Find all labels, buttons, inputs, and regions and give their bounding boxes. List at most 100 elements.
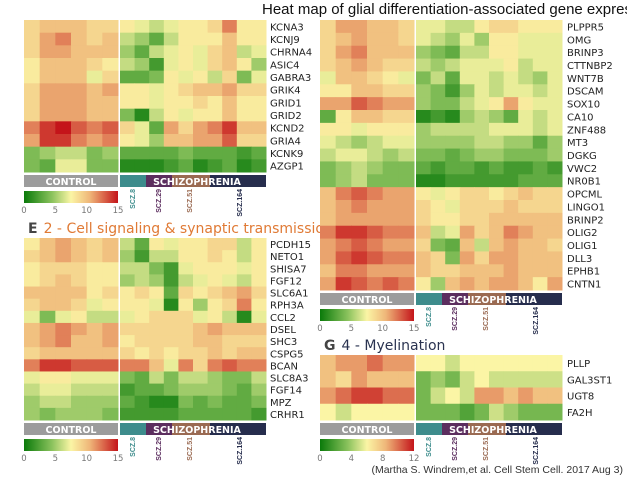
control-cell xyxy=(24,383,41,397)
schizophrenia-cell xyxy=(120,322,136,336)
heatmap-row: SHC3 xyxy=(24,335,297,348)
schizophrenia-cell xyxy=(120,159,136,173)
control-cell xyxy=(39,262,56,275)
control-cell xyxy=(71,159,88,173)
control-cell xyxy=(86,407,103,421)
schizophrenia-cell xyxy=(134,159,150,173)
gene-label: SLC8A3 xyxy=(270,374,308,385)
control-cell xyxy=(320,148,337,162)
schizophrenia-cell xyxy=(489,355,505,372)
schizophrenia-cell xyxy=(236,407,252,421)
gene-label: GRIK4 xyxy=(270,86,301,97)
schizophrenia-cell xyxy=(474,264,490,278)
schizophrenia-cell xyxy=(178,407,194,421)
schizophrenia-cell xyxy=(236,20,252,34)
schizophrenia-cell xyxy=(489,200,505,214)
control-cell xyxy=(398,71,415,85)
control-cell xyxy=(351,20,368,34)
control-cell xyxy=(367,174,384,188)
schizophrenia-cell xyxy=(178,395,194,409)
control-cell xyxy=(86,108,103,122)
schizophrenia-cell xyxy=(416,110,432,124)
control-cell xyxy=(24,359,41,372)
schizophrenia-cell xyxy=(251,20,267,34)
schizophrenia-cell xyxy=(134,347,150,360)
control-cell xyxy=(320,58,337,72)
schizophrenia-cell xyxy=(547,84,563,98)
schizophrenia-cell xyxy=(193,45,209,59)
schizophrenia-cell xyxy=(193,83,209,97)
schizophrenia-cell xyxy=(430,238,446,252)
schizophrenia-cell xyxy=(149,407,165,421)
schizophrenia-cell xyxy=(416,161,432,175)
control-cell xyxy=(71,134,88,148)
control-cell xyxy=(55,250,72,263)
colorbar-tick-label: 15 xyxy=(113,206,124,216)
schizophrenia-cell xyxy=(149,159,165,173)
control-cell xyxy=(55,108,72,122)
control-cell xyxy=(71,32,88,46)
panel-letter: G xyxy=(324,338,336,354)
control-cell xyxy=(367,387,384,405)
colorbar-tick-label: 8 xyxy=(380,454,385,464)
control-cell xyxy=(320,97,337,111)
schizophrenia-cell xyxy=(547,135,563,150)
heatmap-row: FGF14 xyxy=(24,383,302,397)
schizophrenia-cell xyxy=(547,122,563,137)
gene-label: OLIG1 xyxy=(567,241,598,252)
control-group-label: CONTROL xyxy=(46,425,97,436)
schizophrenia-cell xyxy=(518,238,534,252)
schizophrenia-cell xyxy=(222,359,238,372)
control-cell xyxy=(71,383,88,397)
control-cell xyxy=(398,387,415,405)
control-cell xyxy=(382,122,399,137)
schizophrenia-cell xyxy=(222,335,238,348)
gene-label: CSPG5 xyxy=(270,349,303,360)
gene-label: PLLP xyxy=(567,359,590,370)
schizophrenia-cell xyxy=(489,264,505,278)
colorbar xyxy=(24,191,118,203)
control-cell xyxy=(351,97,368,111)
schizophrenia-cell xyxy=(178,298,194,312)
control-cell xyxy=(86,371,103,385)
heatmap-row: SLC8A3 xyxy=(24,371,308,385)
schizophrenia-cell xyxy=(416,200,432,214)
colorbar xyxy=(320,309,414,321)
schizophrenia-cell xyxy=(236,70,252,84)
control-cell xyxy=(24,146,41,160)
schizophrenia-cell xyxy=(120,70,136,84)
schizophrenia-cell xyxy=(222,58,238,72)
control-cell xyxy=(24,45,41,59)
schizophrenia-cell xyxy=(518,251,534,265)
gene-label: NETO1 xyxy=(270,252,304,263)
control-cell xyxy=(39,58,56,72)
schizophrenia-cell xyxy=(236,359,252,372)
schizophrenia-cell xyxy=(430,174,446,188)
gene-label: NR0B1 xyxy=(567,177,601,188)
control-cell xyxy=(367,200,384,214)
schizophrenia-cell xyxy=(416,122,432,137)
schizophrenia-cell xyxy=(416,251,432,265)
control-cell xyxy=(71,371,88,385)
control-cell xyxy=(367,97,384,111)
schizophrenia-cell xyxy=(163,274,179,288)
schizophrenia-cell xyxy=(149,359,165,372)
sample-label: SCZ.8 xyxy=(426,307,433,327)
schizophrenia-cell xyxy=(149,108,165,122)
control-cell xyxy=(351,200,368,214)
schizophrenia-cell xyxy=(178,359,194,372)
control-cell xyxy=(102,310,119,324)
schizophrenia-cell xyxy=(222,70,238,84)
schizophrenia-cell xyxy=(532,174,548,188)
control-cell xyxy=(102,371,119,385)
control-cell xyxy=(367,238,384,252)
gene-label: OPCML xyxy=(567,190,603,201)
colorbar-tick-label: 15 xyxy=(113,454,124,464)
schizophrenia-cell xyxy=(416,371,432,388)
schizophrenia-cell xyxy=(120,371,136,385)
control-cell xyxy=(55,298,72,312)
schizophrenia-cell xyxy=(459,161,475,175)
schizophrenia-cell xyxy=(474,84,490,98)
heatmap-row: EPHB1 xyxy=(320,264,600,278)
